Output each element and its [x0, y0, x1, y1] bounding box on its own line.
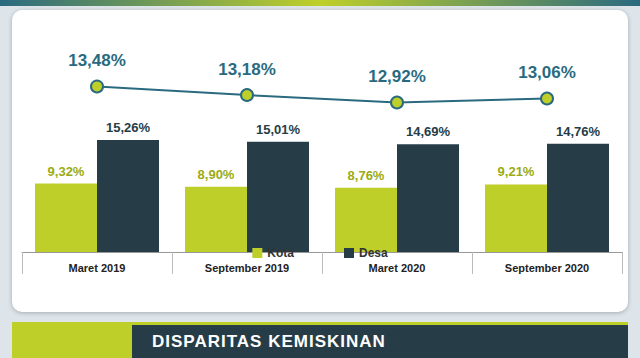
svg-text:15,01%: 15,01% — [256, 122, 301, 137]
svg-text:15,26%: 15,26% — [106, 120, 151, 135]
svg-text:Maret 2019: Maret 2019 — [69, 262, 126, 274]
svg-text:Maret 2020: Maret 2020 — [369, 262, 426, 274]
svg-text:8,90%: 8,90% — [198, 167, 235, 182]
svg-text:14,76%: 14,76% — [556, 124, 601, 139]
svg-text:September 2020: September 2020 — [505, 262, 589, 274]
svg-text:13,06%: 13,06% — [518, 63, 576, 82]
html-text:DISPARITAS KEMISKINAN: DISPARITAS KEMISKINAN — [152, 332, 386, 351]
svg-text:Desa: Desa — [359, 246, 388, 260]
svg-text:8,76%: 8,76% — [348, 168, 385, 183]
svg-text:13,18%: 13,18% — [218, 60, 276, 79]
svg-text:9,21%: 9,21% — [498, 164, 535, 179]
svg-text:13,48%: 13,48% — [68, 51, 126, 70]
svg-text:9,32%: 9,32% — [48, 164, 85, 179]
svg-text:September 2019: September 2019 — [205, 262, 289, 274]
svg-text:12,92%: 12,92% — [368, 67, 426, 86]
svg-text:14,69%: 14,69% — [406, 124, 451, 139]
svg-text:Kota: Kota — [267, 246, 294, 260]
